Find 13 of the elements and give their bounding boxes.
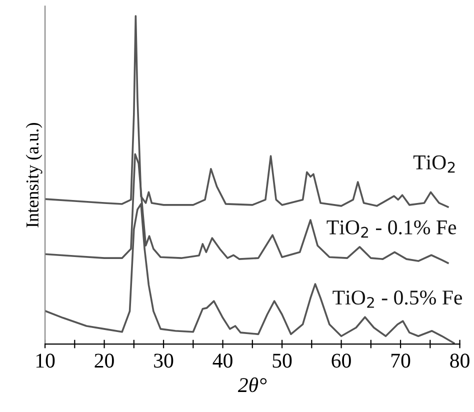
series-label: TiO$_{2}$ - 0.5% Fe <box>332 290 462 308</box>
series-label: TiO$_{2}$ - 0.1% Fe <box>326 220 456 238</box>
y-axis-title: Intensity (a.u.) <box>26 122 42 228</box>
series-label: TiO$_{2}$ <box>413 155 455 173</box>
x-axis-title: 2θ° <box>238 377 267 392</box>
x-tick-label: 20 <box>94 354 114 368</box>
x-tick-label: 70 <box>391 354 410 368</box>
x-tick-label: 50 <box>272 354 292 368</box>
x-tick-label: 10 <box>36 354 55 368</box>
x-tick-label: 40 <box>212 354 232 368</box>
x-tick-label: 60 <box>332 354 351 368</box>
x-tick-label: 80 <box>450 354 470 368</box>
x-tick-label: 30 <box>154 354 174 368</box>
